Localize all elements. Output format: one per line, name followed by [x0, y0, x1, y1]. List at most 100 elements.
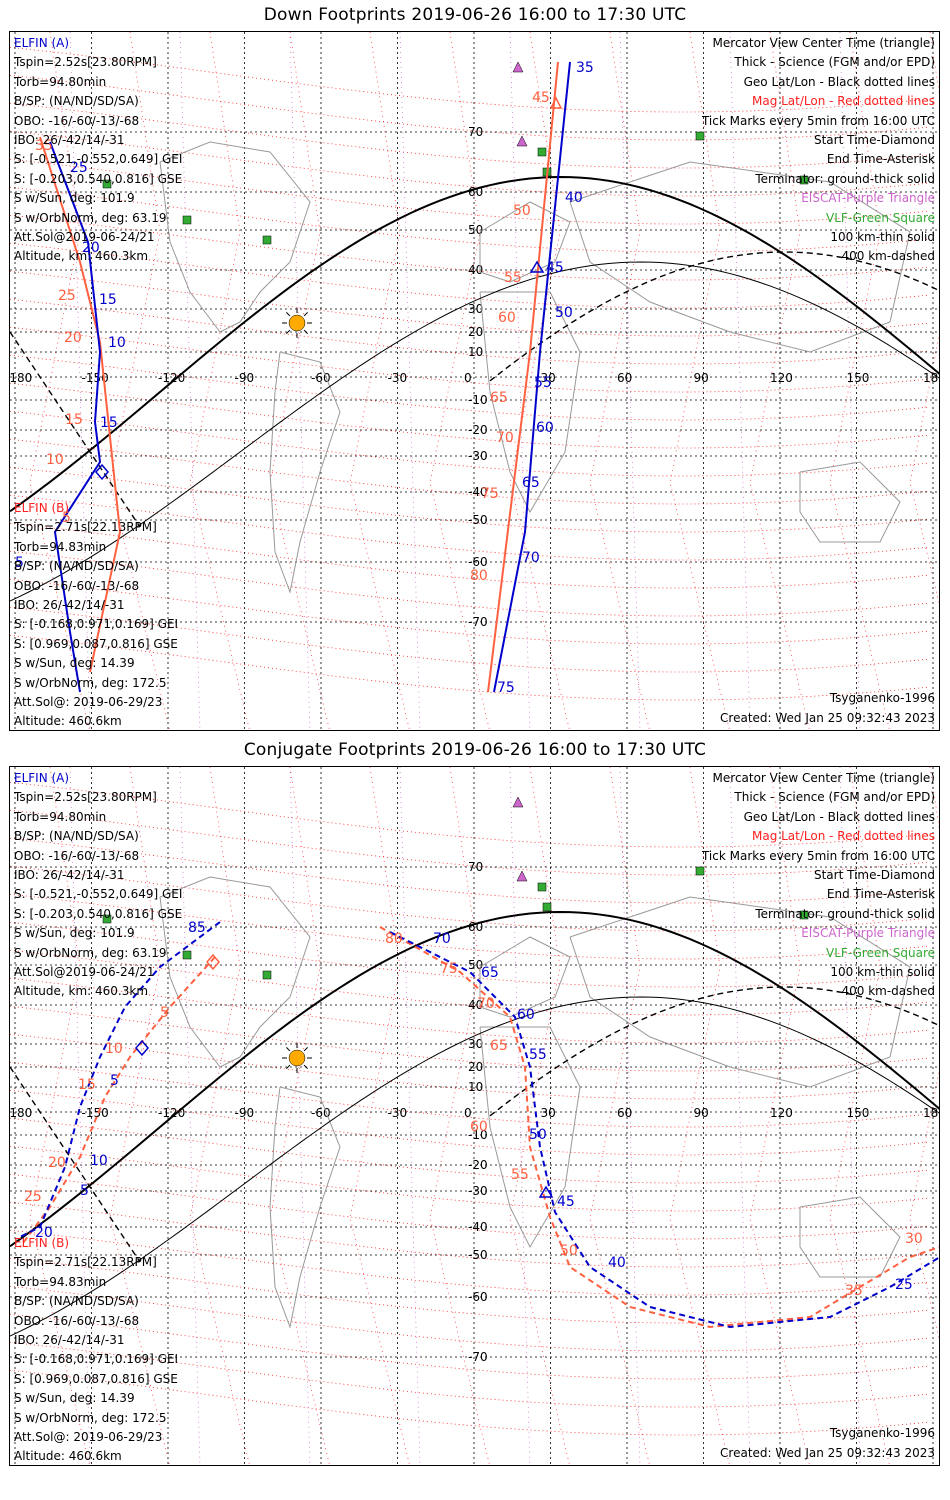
sat-b-line: Att.Sol@: 2019-06-29/23 — [14, 1430, 163, 1445]
track-sat-b — [39, 136, 122, 673]
model-footer-conjugate: Tsyganenko-1996 Created: Wed Jan 25 09:3… — [720, 1424, 935, 1463]
track-a-time-label: 20 — [35, 1225, 53, 1241]
start-diamond — [135, 1039, 149, 1057]
mag-lon-line — [669, 32, 730, 730]
lat-tick-label: 10 — [468, 1080, 483, 1094]
lon-tick-label: -150 — [82, 1106, 109, 1120]
sat-b-line: S: [-0.168,0.971,0.169] GEI — [14, 1352, 179, 1367]
sat-a-line: S: [-0.203,0.540,0.816] GSE — [14, 906, 183, 921]
sun-ray — [286, 1047, 291, 1052]
track-a-time-label: 5 — [15, 555, 24, 571]
mag-lon-line — [109, 32, 170, 730]
mag-lon-line — [29, 767, 90, 1465]
legend-item: Geo Lat/Lon - Black dotted lines — [743, 74, 935, 89]
track-sat-b — [19, 956, 216, 1248]
vlf-square — [182, 950, 192, 960]
vlf-square — [695, 866, 705, 876]
lon-tick-label: 150 — [847, 1106, 870, 1120]
violet-guide-line — [69, 32, 91, 730]
sat-a-line: S w/OrbNorm, deg: 63.19 — [14, 210, 167, 225]
legend-item: Tick Marks every 5min from 16:00 UTC — [701, 113, 935, 128]
violet-guide-line — [509, 32, 531, 730]
lat-tick-label: -10 — [468, 1128, 488, 1142]
view-center-triangle — [549, 96, 563, 109]
sat-a-line: Att.Sol@2019-06-24/21 — [14, 230, 155, 245]
lon-tick-label: 90 — [694, 371, 709, 385]
sat-a-line: Torb=94.80min — [14, 74, 107, 89]
start-diamond — [206, 953, 220, 971]
lon-tick-label: -180 — [10, 1106, 32, 1120]
track-a-time-label: 65 — [481, 965, 499, 981]
track-b-time-label: 45 — [532, 90, 550, 106]
vlf-square — [537, 882, 547, 892]
mag-lon-line — [269, 32, 330, 730]
vlf-square — [695, 131, 705, 141]
lat-tick-label: 10 — [468, 345, 483, 359]
legend-item: Geo Lat/Lon - Black dotted lines — [743, 809, 935, 824]
sat-b-line: S: [-0.168,0.971,0.169] GEI — [14, 617, 179, 632]
legend-item: Start Time-Diamond — [813, 868, 935, 883]
africa-outline — [479, 291, 581, 514]
track-b-time-label: 70 — [496, 430, 514, 446]
lat-tick-label: 50 — [468, 958, 483, 972]
australia-outline — [799, 1196, 901, 1278]
lon-tick-label: -60 — [311, 371, 331, 385]
sat-a-line: Altitude, km: 460.3km — [14, 249, 149, 264]
track-b-time-label: 5 — [62, 510, 71, 526]
track-sat-a — [19, 921, 221, 1238]
legend-item: End Time-Asterisk — [826, 152, 935, 167]
violet-guide-line — [619, 767, 641, 1465]
sat-a-line: S: [-0.203,0.540,0.816] GSE — [14, 171, 183, 186]
sun-ray — [303, 1064, 308, 1069]
sat-a-info-conjugate: ELFIN (A) Tspin=2.52s[23.80RPM] Torb=94.… — [14, 769, 182, 1002]
sat-a-line: Altitude, km: 460.3km — [14, 984, 149, 999]
sat-a-line: OBO: -16/-60/-13/-68 — [14, 848, 140, 863]
mag-lat-line — [10, 354, 931, 421]
track-b-time-label: 30 — [905, 1231, 923, 1247]
sat-a-line: S w/OrbNorm, deg: 63.19 — [14, 945, 167, 960]
sat-b-line: S w/OrbNorm, deg: 172.5 — [14, 675, 167, 690]
mag-lon-line — [429, 767, 490, 1465]
legend-item: Start Time-Diamond — [813, 133, 935, 148]
track-b-time-label: 80 — [470, 568, 488, 584]
violet-guide-line — [179, 32, 201, 730]
track-b-time-label: 65 — [490, 1038, 508, 1054]
north-america-outline — [159, 141, 311, 333]
track-b-time-label: 60 — [498, 310, 516, 326]
sat-a-line: OBO: -16/-60/-13/-68 — [14, 113, 140, 128]
sat-b-line: Tspin=2.71s[22.13RPM] — [14, 520, 157, 535]
vlf-square — [262, 970, 272, 980]
legend-item: Mercator View Center Time (triangle) — [712, 36, 935, 50]
lat-tick-label: 70 — [468, 860, 483, 874]
vlf-square — [102, 179, 112, 189]
sat-a-info-down: ELFIN (A) Tspin=2.52s[23.80RPM] Torb=94.… — [14, 34, 182, 267]
lon-tick-label: 60 — [617, 371, 632, 385]
sat-a-line: Torb=94.80min — [14, 809, 107, 824]
track-b-time-label: 25 — [58, 288, 76, 304]
track-b-time-label: 5 — [160, 1005, 169, 1021]
panel-title-conjugate: Conjugate Footprints 2019-06-26 16:00 to… — [243, 740, 707, 760]
legend-item: Tick Marks every 5min from 16:00 UTC — [701, 848, 935, 863]
sat-b-line: IBO: 26/-42/14/-31 — [14, 598, 125, 613]
track-a-time-label: 55 — [534, 375, 552, 391]
legend-item: 100 km-thin solid — [830, 230, 935, 245]
vlf-square — [262, 235, 272, 245]
lon-tick-label: 30 — [541, 1106, 556, 1120]
track-b-time-label: 65 — [490, 390, 508, 406]
map-canvas-down: -180 -150 -120 -90 -60 -30 0 30 60 90 120 150 180 70 6… — [10, 32, 939, 730]
sat-b-line: B/SP: (NA/ND/SD/SA) — [14, 1294, 139, 1309]
track-a-time-label: 50 — [555, 305, 573, 321]
vlf-square — [102, 914, 112, 924]
legend-item: 400 km-dashed — [841, 984, 935, 999]
track-a-time-label: 15 — [100, 415, 118, 431]
eiscat-triangle — [512, 61, 524, 73]
lat-tick-label: 30 — [468, 302, 483, 316]
violet-guide-line — [289, 32, 311, 730]
track-a-time-label: 60 — [536, 420, 554, 436]
track-a-time-label: 25 — [70, 160, 88, 176]
track-a-time-label: 10 — [90, 1153, 108, 1169]
lon-tick-label: 30 — [541, 371, 556, 385]
lon-tick-label: -120 — [158, 1106, 185, 1120]
legend-item: EISCAT-Purple Triangle — [801, 926, 935, 941]
track-a-time-label: 20 — [82, 240, 100, 256]
